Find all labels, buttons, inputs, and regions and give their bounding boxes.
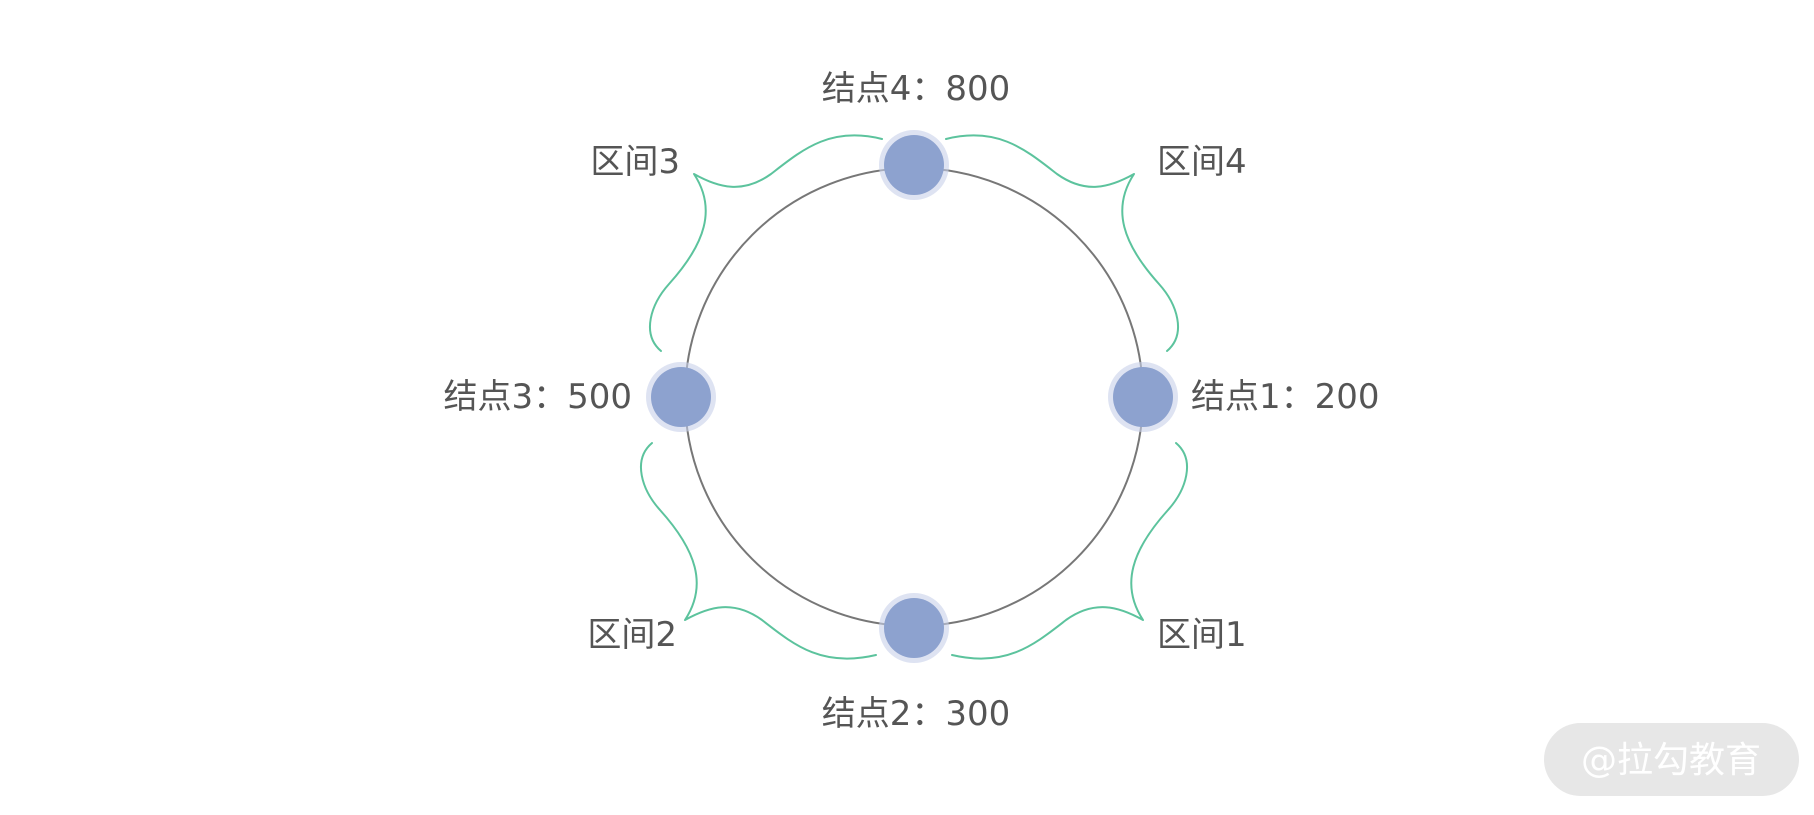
interval-brace-2: [639, 442, 877, 660]
watermark-text: @拉勾教育: [1581, 740, 1761, 781]
node-1-label: 结点1：200: [1191, 377, 1380, 417]
interval-brace-1: [951, 442, 1189, 660]
node-4-label: 结点4：800: [822, 69, 1011, 109]
interval-3-label: 区间3: [590, 142, 680, 182]
node-3-label: 结点3：500: [443, 377, 632, 417]
interval-1-label: 区间1: [1157, 615, 1247, 655]
interval-brace-4: [945, 134, 1180, 352]
node-2-dot: [884, 598, 944, 658]
hash-ring: [684, 167, 1144, 627]
interval-2-label: 区间2: [587, 615, 677, 655]
interval-brace-3: [648, 134, 883, 352]
node-1-dot: [1113, 367, 1173, 427]
watermark: @拉勾教育: [1544, 723, 1799, 796]
watermark-badge: [1544, 723, 1799, 796]
node-2-label: 结点2：300: [822, 694, 1011, 734]
node-3: [646, 362, 716, 432]
node-3-dot: [651, 367, 711, 427]
node-1: [1108, 362, 1178, 432]
node-2: [879, 593, 949, 663]
node-4: [879, 130, 949, 200]
interval-4-label: 区间4: [1157, 142, 1247, 182]
node-4-dot: [884, 135, 944, 195]
